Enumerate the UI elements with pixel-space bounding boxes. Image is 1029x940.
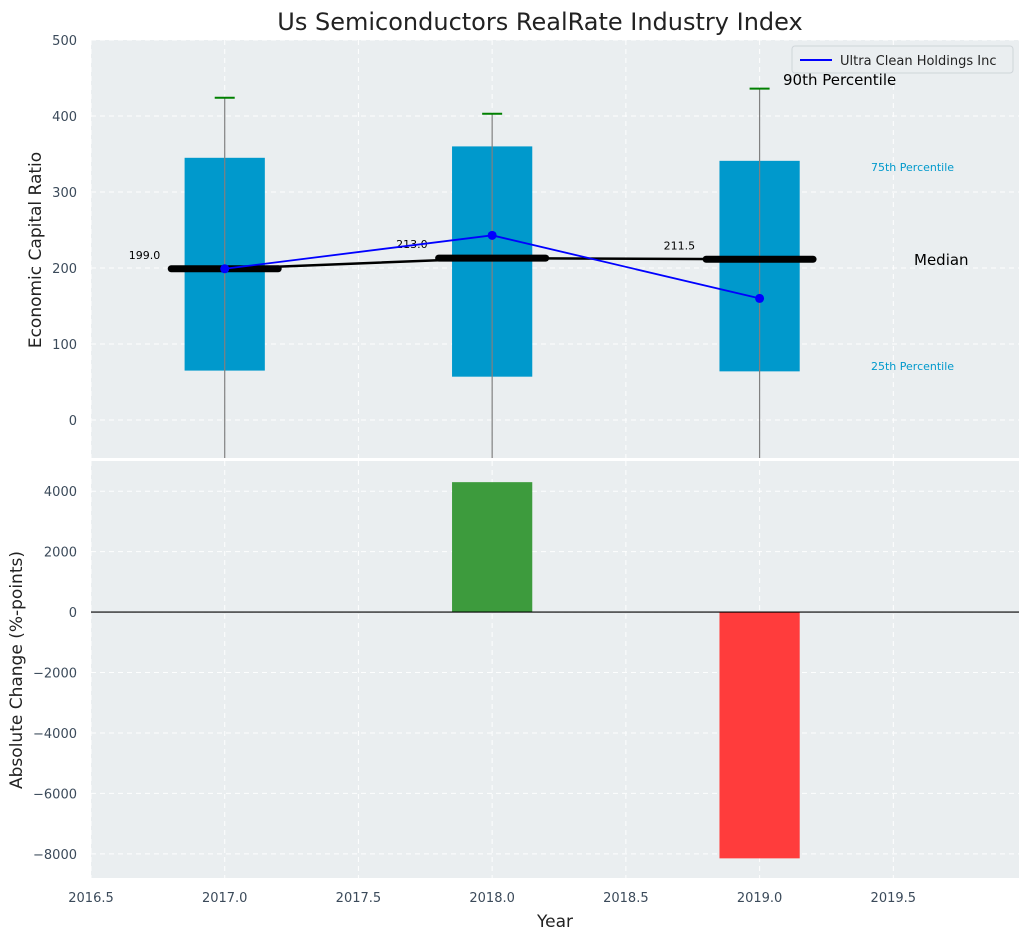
bottom-y-tick-label: −2000 (33, 667, 77, 682)
top-y-tick-label: 100 (52, 338, 77, 353)
positive-change-bar (452, 482, 533, 613)
bottom-y-tick-label: −8000 (33, 848, 77, 863)
top-y-tick-label: 400 (52, 110, 77, 125)
legend-entry-ultra-clean: Ultra Clean Holdings Inc (840, 54, 997, 69)
percentile-annotations: 90th Percentile 75th Percentile Median 2… (783, 71, 969, 373)
p75-annotation: 75th Percentile (871, 161, 954, 174)
top-y-tick-label: 0 (69, 414, 77, 429)
legend-box (791, 45, 1014, 74)
p90-annotation: 90th Percentile (783, 71, 896, 89)
top-y-ticks: 0 100 200 300 400 500 (52, 34, 77, 429)
x-tick-label: 2016.5 (68, 891, 114, 906)
top-y-tick-label: 300 (52, 186, 77, 201)
top-y-tick-label: 500 (52, 34, 77, 49)
x-tick-label: 2018.5 (603, 891, 649, 906)
p25-annotation: 25th Percentile (871, 360, 954, 373)
chart-title: Us Semiconductors RealRate Industry Inde… (277, 8, 802, 36)
bottom-y-ticks: −8000 −6000 −4000 −2000 0 2000 4000 (33, 485, 77, 863)
median-value-label: 199.0 (129, 249, 161, 262)
change-bars (91, 482, 1019, 859)
bottom-y-tick-label: −4000 (33, 727, 77, 742)
company-series-point (755, 293, 765, 303)
top-y-tick-label: 200 (52, 262, 77, 277)
top-y-axis-label: Economic Capital Ratio (26, 152, 46, 348)
x-axis-label: Year (536, 912, 573, 932)
legend: Ultra Clean Holdings Inc (791, 45, 1014, 74)
x-tick-label: 2019.0 (737, 891, 783, 906)
bottom-y-tick-label: 2000 (44, 546, 77, 561)
median-value-label: 211.5 (664, 239, 696, 252)
x-tick-label: 2019.5 (871, 891, 917, 906)
x-tick-label: 2017.0 (202, 891, 248, 906)
negative-change-bar (719, 612, 800, 859)
x-tick-label: 2018.0 (469, 891, 515, 906)
bottom-plot-area (91, 461, 1019, 878)
company-series-point (487, 230, 497, 240)
bottom-y-tick-label: 4000 (44, 485, 77, 500)
bottom-y-axis-label: Absolute Change (%-points) (7, 551, 27, 789)
bottom-y-tick-label: 0 (69, 606, 77, 621)
x-tick-label: 2017.5 (336, 891, 382, 906)
median-annotation: Median (914, 251, 969, 269)
bottom-y-tick-label: −6000 (33, 787, 77, 802)
x-ticks: 2016.5 2017.0 2017.5 2018.0 2018.5 2019.0 2019… (68, 891, 916, 906)
company-series-point (220, 264, 230, 274)
